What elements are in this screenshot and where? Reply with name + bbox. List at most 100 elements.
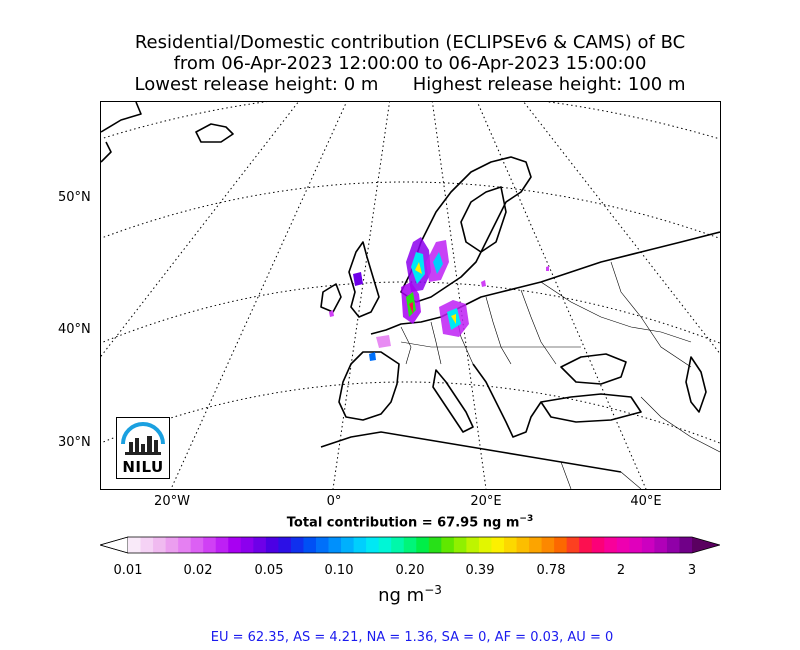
parallel-30n bbox=[101, 381, 720, 444]
colorbar-segment bbox=[128, 537, 141, 553]
meridian-40e bbox=[476, 102, 647, 489]
lat-label-30n: 30°N bbox=[58, 435, 91, 450]
lat-label-50n: 50°N bbox=[58, 190, 91, 205]
colorbar-segment bbox=[466, 537, 480, 553]
meridian-20e bbox=[431, 102, 487, 489]
lon-label-20w: 20°W bbox=[154, 494, 190, 509]
plume-france bbox=[369, 352, 376, 361]
colorbar-segment bbox=[240, 537, 254, 553]
colorbar-segment bbox=[253, 537, 267, 553]
map-panel bbox=[100, 101, 721, 490]
lon-label-0: 0° bbox=[326, 494, 342, 509]
meridian-40w bbox=[101, 102, 299, 358]
colorbar-segment bbox=[604, 537, 618, 553]
colorbar-units: ng m−3 bbox=[0, 583, 800, 606]
continent-coast bbox=[370, 231, 720, 335]
italy-coast bbox=[432, 369, 474, 433]
title-line-1: Residential/Domestic contribution (ECLIP… bbox=[134, 32, 686, 53]
parallel-40n bbox=[101, 281, 720, 344]
ireland-coast bbox=[320, 283, 342, 313]
colorbar-tick: 0.10 bbox=[324, 563, 354, 578]
colorbar-segment bbox=[478, 537, 492, 553]
colorbar-segment bbox=[666, 537, 680, 553]
colorbar-tick: 0.78 bbox=[536, 563, 566, 578]
colorbar-segment bbox=[516, 537, 530, 553]
colorbar-segment bbox=[679, 537, 693, 553]
colorbar-tick: 3 bbox=[687, 563, 697, 578]
finland-coast bbox=[460, 186, 507, 253]
map-canvas bbox=[101, 102, 720, 489]
colorbar-segment bbox=[541, 537, 555, 553]
colorbar-segment bbox=[441, 537, 455, 553]
colorbar-segment bbox=[491, 537, 505, 553]
colorbar-segment bbox=[140, 537, 154, 553]
colorbar-segment bbox=[428, 537, 442, 553]
iberia-coast bbox=[338, 351, 400, 421]
colorbar-segment bbox=[316, 537, 329, 553]
colorbar-segment bbox=[228, 537, 242, 553]
emission-plumes bbox=[329, 237, 549, 361]
graticule bbox=[101, 102, 720, 489]
colorbar-tick: 0.02 bbox=[183, 563, 213, 578]
colorbar-segment bbox=[579, 537, 593, 553]
britain-coast bbox=[348, 241, 380, 318]
plume-scotland bbox=[353, 272, 363, 286]
colorbar-segment bbox=[616, 537, 630, 553]
total-contribution: Total contribution = 67.95 ng m−3 bbox=[0, 514, 800, 530]
colorbar-segment bbox=[278, 537, 292, 553]
colorbar-segment bbox=[453, 537, 467, 553]
colorbar-segment bbox=[403, 537, 417, 553]
colorbar-segment bbox=[203, 537, 217, 553]
colorbar-tick: 0.05 bbox=[254, 563, 284, 578]
colorbar-extend-high bbox=[692, 537, 720, 553]
colorbar-segment bbox=[165, 537, 179, 553]
colorbar-segment bbox=[504, 537, 517, 553]
coastlines bbox=[101, 102, 720, 473]
plume-england bbox=[376, 335, 391, 348]
colorbar-segment bbox=[641, 537, 655, 553]
meridian-20w bbox=[170, 102, 348, 489]
lon-label-40e: 40°E bbox=[630, 494, 662, 509]
colorbar-segment bbox=[366, 537, 380, 553]
colorbar-tick: 0.39 bbox=[465, 563, 495, 578]
colorbar-segment bbox=[416, 537, 430, 553]
title-line-3: Lowest release height: 0 m Highest relea… bbox=[134, 74, 686, 95]
total-contribution-text: Total contribution = 67.95 ng m bbox=[286, 515, 520, 531]
colorbar-segment bbox=[153, 537, 166, 553]
colorbar-segment bbox=[391, 537, 405, 553]
colorbar-segment bbox=[378, 537, 392, 553]
blacksea-coast bbox=[560, 353, 627, 385]
colorbar-outline bbox=[100, 536, 720, 554]
total-unit-exponent: −3 bbox=[519, 514, 534, 524]
balkans-coast bbox=[472, 363, 542, 438]
turkey-coast bbox=[540, 393, 642, 423]
title-line-2: from 06-Apr-2023 12:00:00 to 06-Apr-2023… bbox=[173, 53, 647, 74]
greenland-coast bbox=[101, 102, 142, 163]
colorbar-segment bbox=[654, 537, 668, 553]
colorbar-extend-low bbox=[100, 536, 129, 554]
country-borders bbox=[400, 261, 720, 489]
region-totals: EU = 62.35, AS = 4.21, NA = 1.36, SA = 0… bbox=[210, 630, 614, 645]
africa-coast bbox=[320, 431, 622, 473]
lat-label-40n: 40°N bbox=[58, 322, 91, 337]
colorbar-segment bbox=[328, 537, 342, 553]
colorbar-segment bbox=[529, 537, 542, 553]
iceland-coast bbox=[195, 123, 234, 143]
colorbar-segment bbox=[303, 537, 317, 553]
colorbar-segment bbox=[353, 537, 367, 553]
lon-label-20e: 20°E bbox=[470, 494, 502, 509]
colorbar-segment bbox=[265, 537, 279, 553]
scandinavia-coast bbox=[400, 156, 532, 303]
colorbar-segment bbox=[629, 537, 643, 553]
colorbar-tick: 0.01 bbox=[113, 563, 143, 578]
colorbar-segment bbox=[190, 537, 204, 553]
meridian-0 bbox=[332, 102, 391, 489]
nilu-logo-text: NILU bbox=[122, 458, 164, 476]
units-exponent: −3 bbox=[424, 583, 442, 597]
nilu-logo-graphic bbox=[121, 422, 165, 455]
parallel-50n bbox=[101, 181, 720, 240]
colorbar-segment bbox=[178, 537, 192, 553]
colorbar-segment bbox=[215, 537, 229, 553]
parallel-60n bbox=[101, 102, 720, 140]
colorbar-tick: 0.20 bbox=[395, 563, 425, 578]
